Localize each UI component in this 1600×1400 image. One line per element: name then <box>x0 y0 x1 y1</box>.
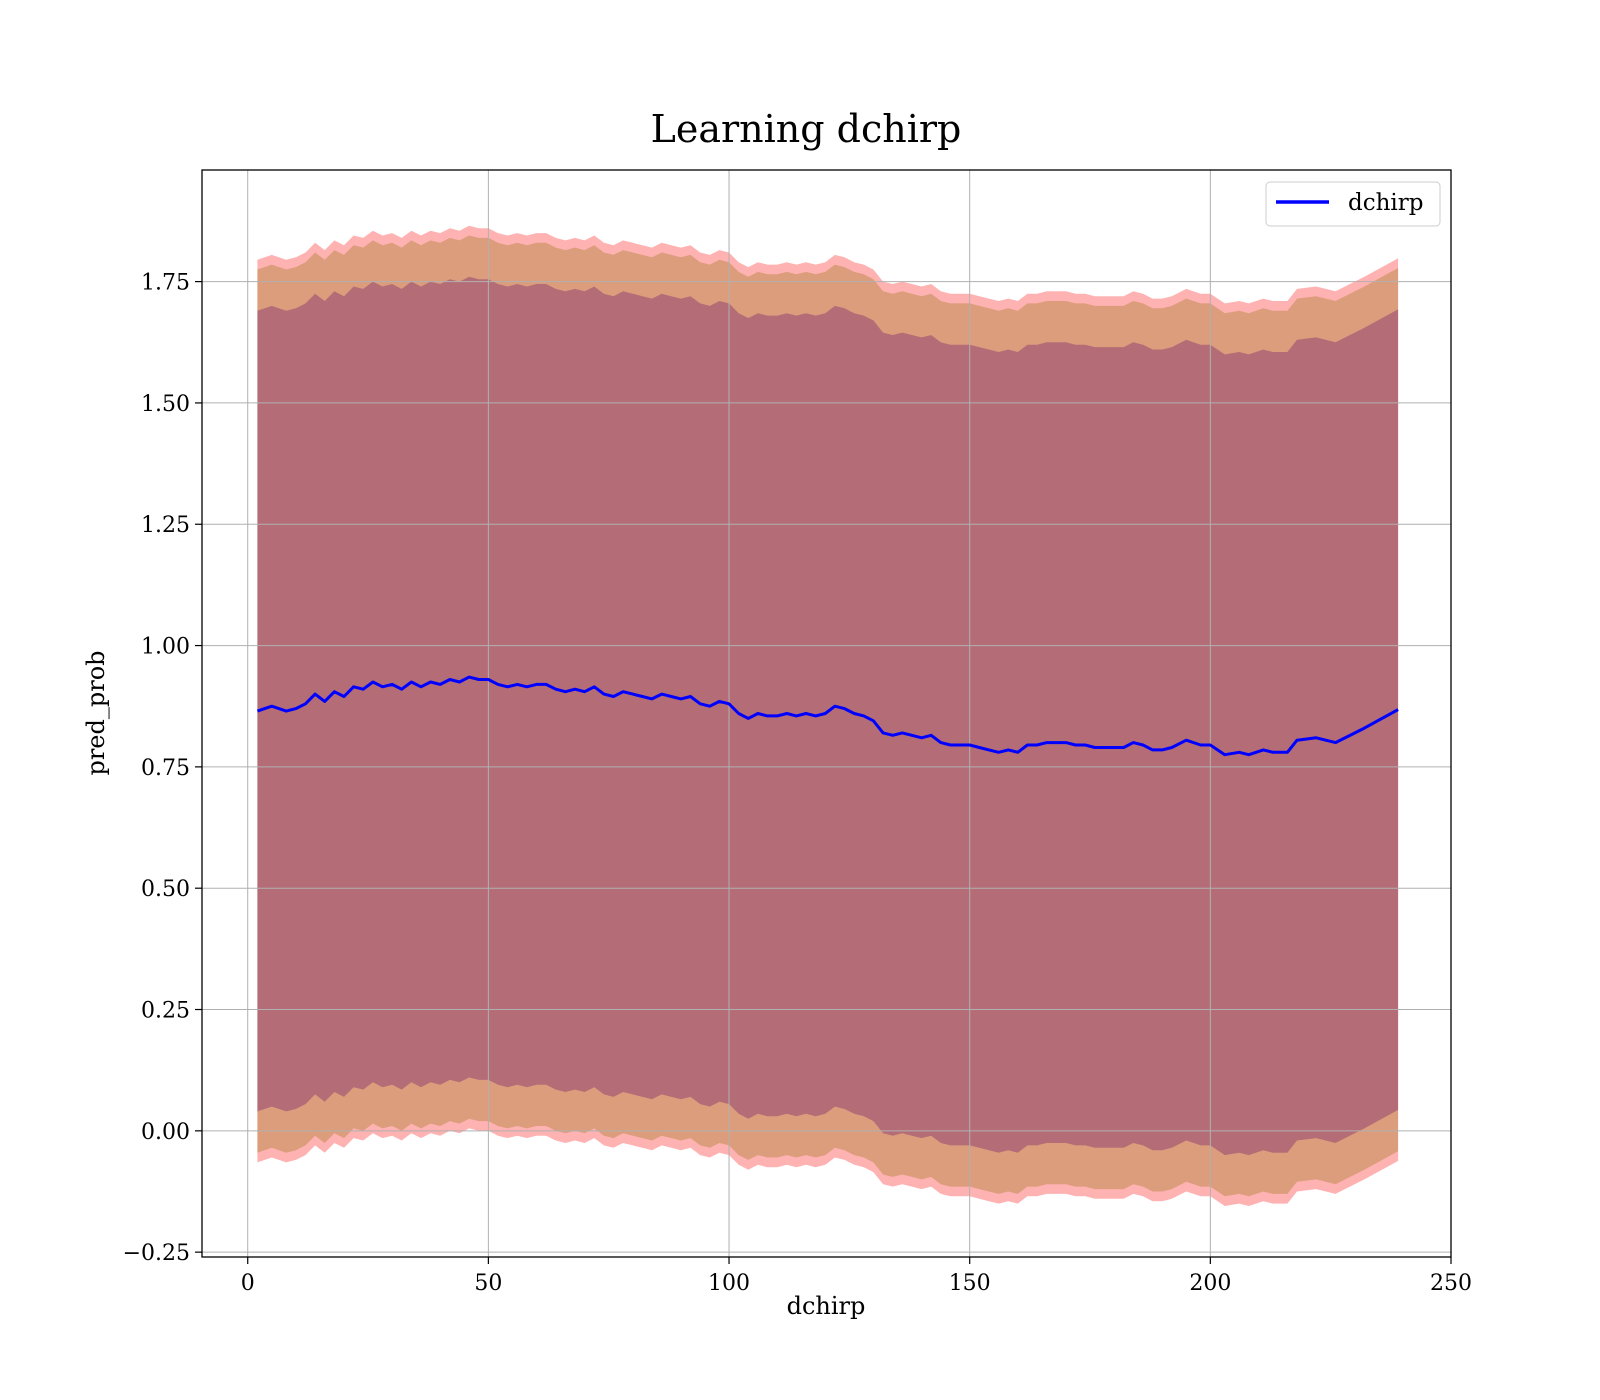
y-tick-label: 1.00 <box>141 635 190 660</box>
y-tick-label: 1.75 <box>141 271 190 296</box>
confidence-band-0 <box>257 225 1399 1207</box>
x-tick-label: 50 <box>474 1271 502 1296</box>
y-axis: −0.25 0.00 0.25 0.50 0.75 1.00 1.25 1.50 1.75 <box>123 271 202 1266</box>
y-tick-label: 0.25 <box>141 999 190 1024</box>
y-tick-label: 0.50 <box>141 877 190 902</box>
confidence-band-2 <box>257 276 1399 1156</box>
chart-title: Learning dchirp <box>651 107 962 151</box>
x-axis: 0 50 100 150 200 250 <box>241 1257 1472 1296</box>
y-tick-label: 0.75 <box>141 756 190 781</box>
legend: dchirp <box>1265 181 1441 227</box>
y-tick-label: 0.00 <box>141 1120 190 1145</box>
y-axis-label: pred_prob <box>82 650 110 775</box>
confidence-band-1 <box>257 235 1399 1197</box>
confidence-bands <box>257 225 1399 1207</box>
x-tick-label: 100 <box>708 1271 750 1296</box>
series-line-dchirp <box>256 675 1399 757</box>
series-lines <box>256 675 1399 757</box>
legend-label: dchirp <box>1348 190 1424 216</box>
plot-frame <box>201 169 1452 1258</box>
x-axis-label: dchirp <box>787 1292 866 1320</box>
y-tick-label: 1.50 <box>141 392 190 417</box>
y-tick-label: 1.25 <box>141 513 190 538</box>
x-tick-label: 150 <box>949 1271 991 1296</box>
y-tick-label: −0.25 <box>123 1241 190 1266</box>
x-tick-label: 0 <box>241 1271 255 1296</box>
x-tick-label: 200 <box>1189 1271 1231 1296</box>
grid <box>202 170 1452 1257</box>
legend-box <box>1265 181 1441 227</box>
x-tick-label: 250 <box>1430 1271 1472 1296</box>
